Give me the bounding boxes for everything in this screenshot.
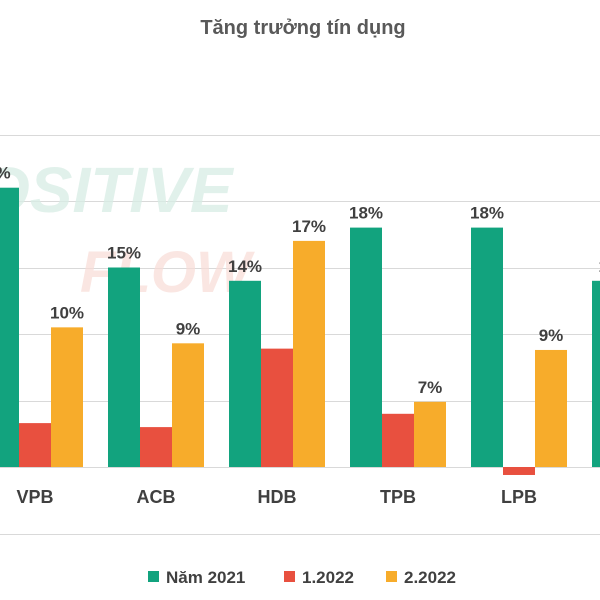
bar-tpb-series-1 [382, 413, 414, 467]
bar-lpb-series-0 [471, 227, 503, 467]
watermark-line-1: OSITIVE [0, 154, 235, 226]
x-tick-label: LPB [501, 487, 537, 507]
data-label: 10% [50, 303, 84, 322]
chart-title: Tăng trưởng tín dụng [200, 17, 405, 39]
bar-vpb-series-2 [51, 327, 83, 467]
x-tick-label: VPB [16, 487, 53, 507]
data-label: 9% [539, 326, 564, 345]
bar-vpb-series-1 [19, 423, 51, 467]
bar-cat5-series-0 [592, 280, 600, 467]
data-labels: % 10% 15% 9% 14% 17% 18% 7% 18% 9% 14 [0, 164, 600, 397]
legend-label: 1.2022 [302, 568, 354, 587]
data-label: 15% [107, 244, 141, 263]
x-tick-label: TPB [380, 487, 416, 507]
x-tick-label: HDB [258, 487, 297, 507]
bar-hdb-series-0 [229, 280, 261, 467]
bar-hdb-series-2 [293, 240, 325, 467]
legend-label: 2.2022 [404, 568, 456, 587]
x-tick-label: ACB [137, 487, 176, 507]
bar-acb-series-0 [108, 267, 140, 467]
bar-acb-series-2 [172, 343, 204, 467]
data-label: 14 [599, 257, 600, 276]
x-axis-tick-labels: VPB ACB HDB TPB LPB [16, 487, 537, 507]
bar-acb-series-1 [140, 427, 172, 467]
watermark-logo: OSITIVE FLOW [0, 154, 255, 305]
bar-lpb-series-2 [535, 349, 567, 467]
data-label: 14% [228, 257, 262, 276]
legend-label: Năm 2021 [166, 568, 245, 587]
data-label: 18% [349, 204, 383, 223]
legend-swatch [148, 571, 159, 582]
bar-hdb-series-1 [261, 348, 293, 467]
legend-swatch [284, 571, 295, 582]
bar-tpb-series-0 [350, 227, 382, 467]
data-label: 18% [470, 204, 504, 223]
bar-tpb-series-2 [414, 401, 446, 467]
bar-lpb-series-1 [503, 467, 535, 475]
bar-vpb-series-0 [0, 187, 19, 467]
data-label: 17% [292, 217, 326, 236]
legend-swatch [386, 571, 397, 582]
data-label: 7% [418, 378, 443, 397]
legend: Năm 2021 1.2022 2.2022 [148, 568, 456, 587]
bars [0, 187, 600, 475]
data-label: % [0, 164, 11, 183]
data-label: 9% [176, 319, 201, 338]
